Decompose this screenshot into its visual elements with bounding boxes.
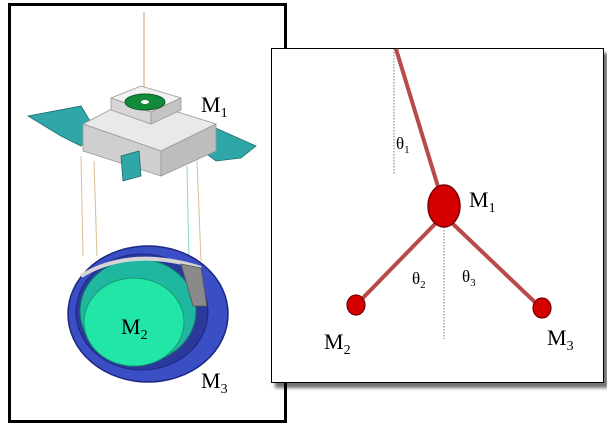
mirror-face: [83, 277, 185, 367]
suspension-render-panel: M1 M2 M3: [8, 3, 287, 423]
mass-m1: [427, 184, 461, 228]
ring-highlight: [79, 256, 202, 278]
platform-front-tab: [120, 150, 142, 182]
label-m2-render: M2: [121, 314, 148, 343]
label-m1-render: M1: [201, 92, 228, 121]
label-theta2: θ2: [412, 269, 426, 291]
rod-upper: [394, 48, 445, 204]
lower-ring-assembly: [67, 245, 229, 383]
platform-disc-center: [141, 100, 149, 104]
mass-m3: [532, 297, 552, 319]
suspension-wire: [80, 155, 84, 257]
rod-right: [451, 222, 542, 309]
label-m2: M2: [324, 329, 351, 358]
upper-platform: [26, 85, 257, 182]
label-m3: M3: [547, 325, 574, 354]
suspension-wire: [196, 160, 202, 262]
pendulum-schematic-panel: θ1 M1 θ2 θ3 M2 M3: [271, 48, 604, 383]
platform-body-side: [160, 123, 217, 177]
rod-left: [356, 222, 437, 305]
platform-top-block-side: [150, 97, 182, 125]
suspension-wire: [186, 165, 190, 262]
label-m3-render: M3: [201, 368, 228, 397]
pendulum-schematic: θ1 M1 θ2 θ3 M2 M3: [324, 48, 574, 358]
label-m1: M1: [469, 187, 496, 216]
label-theta3: θ3: [462, 267, 476, 289]
ring-clamp: [180, 263, 208, 307]
mass-m2: [346, 294, 366, 316]
suspension-wire: [93, 160, 98, 257]
suspension-render: M1 M2 M3: [26, 12, 257, 397]
label-theta1: θ1: [396, 134, 410, 156]
